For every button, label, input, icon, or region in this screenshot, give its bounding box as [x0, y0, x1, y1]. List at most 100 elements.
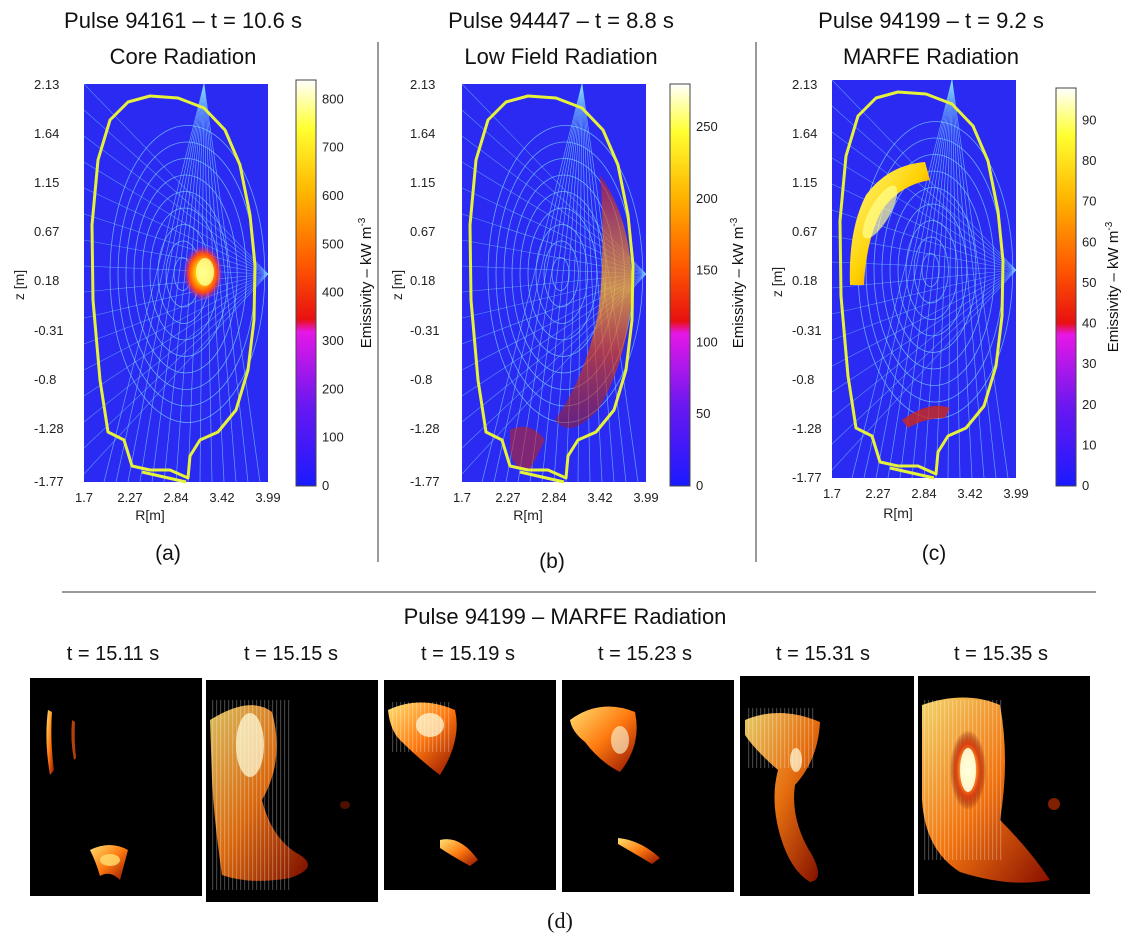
panel-c-y-tick: -0.8: [792, 372, 814, 387]
line-of-sight: [83, 273, 269, 423]
flux-surface: [133, 174, 238, 374]
line-of-sight: [851, 79, 953, 479]
line-of-sight: [115, 83, 205, 483]
colorbar-tick-label: 500: [322, 236, 344, 251]
panel-d-title: Pulse 94199 – MARFE Radiation: [404, 604, 727, 629]
panel-c-y-tick: 1.15: [792, 175, 817, 190]
panel-c-x-tick: 2.84: [911, 486, 936, 501]
panel-c-ylabel: z [m]: [769, 267, 785, 297]
line-of-sight: [951, 79, 973, 479]
panel-a-separatrix: [90, 94, 257, 480]
line-of-sight: [863, 79, 953, 479]
panel-a-colorbar: [295, 79, 317, 487]
panel-a: Pulse 94161 – t = 10.6 s Core Radiation …: [11, 8, 375, 565]
colorbar-tick-label: 30: [1082, 356, 1096, 371]
line-of-sight: [831, 269, 1017, 445]
colorbar-tick-label: 250: [696, 119, 718, 134]
line-of-sight: [517, 83, 583, 483]
panel-b-caption: (b): [539, 550, 565, 573]
colorbar-tick-label: 600: [322, 188, 344, 203]
frame-time-label: t = 15.23 s: [598, 643, 692, 665]
line-of-sight: [951, 79, 997, 479]
panel-b-y-tick: 0.18: [410, 273, 435, 288]
panel-a-title-line2: Core Radiation: [110, 44, 257, 69]
panel-a-x-tick: 1.7: [75, 490, 93, 505]
line-of-sight: [831, 269, 1017, 393]
line-of-sight: [127, 83, 205, 483]
colorbar-tick-label: 0: [1082, 478, 1089, 493]
panel-c-y-tick: -1.77: [792, 470, 822, 485]
colorbar-tick-label: 20: [1082, 397, 1096, 412]
panel-a-y-tick: 1.15: [34, 175, 59, 190]
colorbar-tick-label: 80: [1082, 153, 1096, 168]
panel-b-title-line2: Low Field Radiation: [464, 44, 657, 69]
line-of-sight: [947, 79, 953, 479]
panel-c-y-tick: 2.13: [792, 77, 817, 92]
panel-c: Pulse 94199 – t = 9.2 s MARFE Radiation …: [769, 8, 1122, 565]
panel-c-title-line2: MARFE Radiation: [843, 44, 1019, 69]
panel-c-x-tick: 2.27: [865, 486, 890, 501]
frame-time-label: t = 15.31 s: [776, 643, 870, 665]
panel-d: Pulse 94199 – MARFE Radiation t = 15.11 …: [30, 604, 1090, 933]
colorbar-tick-label: 100: [322, 430, 344, 445]
panel-b-ylabel: z [m]: [389, 270, 405, 300]
panel-b-y-tick: -1.28: [410, 421, 440, 436]
panel-a-title-line1: Pulse 94161 – t = 10.6 s: [64, 8, 302, 33]
line-of-sight: [505, 83, 583, 483]
colorbar-tick-label: 0: [322, 478, 329, 493]
line-of-sight: [163, 83, 205, 483]
panel-c-y-tick: 0.67: [792, 224, 817, 239]
panel-b-y-tick: 2.13: [410, 77, 435, 92]
panel-c-lower-emission: [902, 405, 950, 428]
line-of-sight: [83, 265, 269, 275]
flux-surface: [125, 158, 247, 390]
colorbar-tick-label: 800: [322, 91, 344, 106]
panel-a-y-tick: 0.67: [34, 224, 59, 239]
panel-a-x-tick: 3.42: [209, 490, 234, 505]
panel-a-xlabel: R[m]: [135, 507, 165, 523]
panel-b-plot-area: [461, 83, 647, 484]
colorbar-tick-label: 10: [1082, 437, 1096, 452]
colorbar-tick-label: 60: [1082, 234, 1096, 249]
panel-c-xlabel: R[m]: [883, 505, 913, 521]
frame-time-label: t = 15.11 s: [67, 643, 159, 665]
line-of-sight: [83, 109, 269, 275]
camera-frame-1: [30, 678, 202, 896]
flux-surface: [921, 253, 940, 287]
panel-b-lfs-emission: [555, 175, 632, 428]
camera-frame-6: [918, 676, 1090, 894]
panel-b-colorbar: [669, 83, 691, 487]
line-of-sight: [541, 83, 583, 483]
panel-a-colorbar-ticks: 800 700 600 500 400 300 200 100 0: [322, 91, 344, 493]
camera-frame-5: [740, 676, 914, 896]
panel-a-core-emission-inner: [196, 258, 214, 286]
panel-c-caption: (c): [922, 542, 947, 565]
line-of-sight: [951, 79, 1009, 479]
line-of-sight: [83, 273, 269, 397]
panel-b-y-ticks: 2.13 1.64 1.15 0.67 0.18 -0.31 -0.8 -1.2…: [410, 77, 440, 489]
panel-c-x-tick: 1.7: [823, 486, 841, 501]
panel-c-colorbar: [1055, 87, 1077, 487]
line-of-sight: [581, 83, 603, 483]
line-of-sight: [83, 239, 269, 275]
frame-time-label: t = 15.35 s: [954, 643, 1048, 665]
panel-a-divertor-leg: [141, 470, 187, 484]
panel-c-x-tick: 3.42: [957, 486, 982, 501]
panel-a-y-tick: 1.64: [34, 126, 59, 141]
colorbar-tick-label: 400: [322, 285, 344, 300]
panel-b-title-line1: Pulse 94447 – t = 8.8 s: [448, 8, 674, 33]
panel-a-y-tick: -0.31: [34, 323, 64, 338]
camera-frame-4: [562, 680, 734, 892]
camera-frame-2: [206, 680, 378, 902]
line-of-sight: [83, 273, 269, 293]
panel-c-colorbar-label: Emissivity – kW m-3: [1104, 221, 1122, 352]
panel-a-x-tick: 2.84: [163, 490, 188, 505]
panel-a-y-tick: 2.13: [34, 77, 59, 92]
panel-b-colorbar-ticks: 250 200 150 100 50 0: [696, 119, 718, 493]
panel-b-x-ticks: 1.7 2.27 2.84 3.42 3.99: [453, 490, 659, 505]
panel-b-x-tick: 2.27: [495, 490, 520, 505]
camera-frame-3: [384, 680, 556, 890]
panel-c-marfe-emission: [849, 162, 930, 285]
line-of-sight: [493, 83, 583, 483]
